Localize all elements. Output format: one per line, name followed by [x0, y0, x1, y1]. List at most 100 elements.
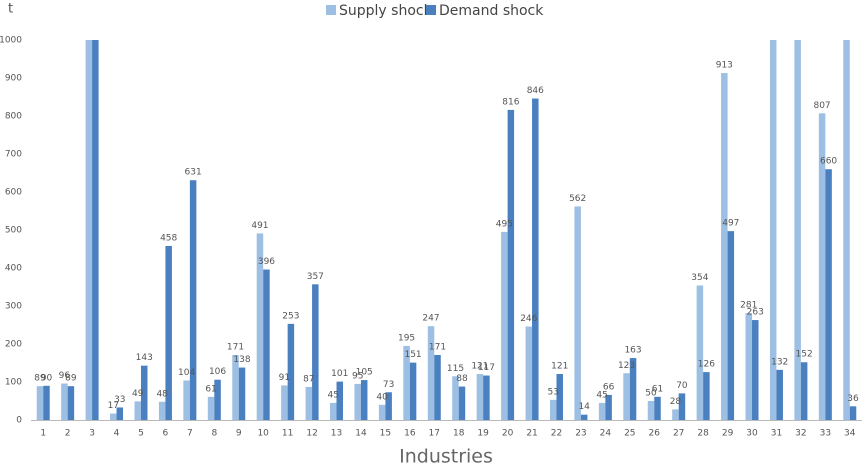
value-label: 66	[603, 382, 615, 392]
value-label: 631	[185, 168, 202, 178]
bar	[256, 233, 264, 420]
bar	[36, 386, 44, 420]
value-label: 88	[456, 374, 468, 384]
y-tick-label: 300	[5, 302, 22, 312]
bar	[116, 407, 124, 420]
bar	[647, 401, 655, 420]
bar	[727, 231, 735, 420]
value-label: 115	[447, 364, 464, 374]
bar	[232, 355, 239, 420]
value-label: 458	[160, 233, 177, 243]
x-tick-label: 2	[65, 429, 71, 439]
x-tick-label: 30	[746, 429, 758, 439]
bar	[305, 386, 313, 420]
value-label: 61	[652, 384, 663, 394]
value-label: 73	[383, 380, 394, 390]
value-label: 96	[59, 371, 71, 381]
x-tick-label: 12	[306, 429, 317, 439]
bar	[556, 374, 563, 420]
value-label: 123	[618, 361, 635, 371]
value-label: 396	[258, 257, 275, 267]
value-label: 87	[303, 374, 314, 384]
bar	[629, 358, 637, 420]
value-label: 263	[747, 308, 764, 318]
x-tick-label: 16	[404, 429, 416, 439]
x-tick-label: 27	[673, 429, 684, 439]
x-tick-label: 14	[355, 429, 367, 439]
value-label: 61	[205, 384, 216, 394]
x-tick-label: 29	[722, 429, 734, 439]
x-tick-label: 25	[624, 429, 635, 439]
value-label: 247	[422, 314, 439, 324]
value-label: 90	[41, 373, 53, 383]
bar	[794, 40, 801, 420]
value-label: 17	[108, 401, 119, 411]
y-unit: t	[8, 2, 13, 17]
value-label: 53	[548, 387, 559, 397]
value-label: 121	[471, 362, 488, 372]
bar	[574, 206, 581, 420]
bar	[745, 313, 753, 420]
value-label: 117	[478, 363, 495, 373]
x-tick-label: 3	[89, 429, 95, 439]
bar	[654, 396, 661, 420]
value-label: 171	[429, 343, 446, 353]
bar	[43, 385, 50, 420]
value-label: 152	[796, 350, 813, 360]
x-tick-label: 5	[138, 429, 144, 439]
bar	[696, 285, 704, 420]
bar	[165, 245, 172, 420]
value-label: 138	[233, 355, 250, 365]
bar	[354, 383, 361, 420]
value-label: 253	[282, 311, 299, 321]
bar	[452, 376, 459, 420]
value-label: 846	[527, 86, 544, 96]
value-label: 28	[670, 397, 682, 407]
value-label: 89	[34, 374, 46, 384]
bar	[330, 402, 337, 420]
value-label: 91	[279, 373, 290, 383]
legend-label: Supply shock	[339, 3, 433, 19]
y-tick-label: 500	[5, 226, 22, 236]
bar	[598, 402, 606, 420]
x-tick-label: 23	[575, 429, 586, 439]
value-label: 14	[578, 402, 590, 412]
x-tick-label: 10	[257, 429, 269, 439]
bar	[800, 362, 808, 420]
value-label: 121	[551, 362, 568, 372]
bars	[36, 40, 857, 421]
y-tick-label: 100	[5, 378, 22, 388]
value-label: 89	[65, 374, 77, 384]
bar	[434, 355, 441, 420]
value-label: 132	[771, 357, 788, 367]
value-label: 171	[227, 343, 244, 353]
value-label: 45	[328, 390, 339, 400]
bar	[507, 109, 515, 421]
bar	[134, 401, 141, 420]
x-tick-label: 4	[114, 429, 120, 439]
bar	[532, 98, 539, 421]
x-tick-label: 1	[40, 429, 46, 439]
bar	[110, 413, 117, 420]
x-tick-label: 21	[526, 429, 537, 439]
bar	[605, 394, 612, 420]
value-label: 101	[331, 369, 348, 379]
value-label: 807	[813, 101, 830, 111]
x-tick-label: 15	[380, 429, 391, 439]
value-label: 106	[209, 367, 226, 377]
bar	[403, 345, 410, 420]
x-tick-label: 28	[697, 429, 709, 439]
value-label: 50	[645, 389, 657, 399]
bar	[769, 40, 777, 420]
bar	[672, 409, 679, 420]
x-tick-label: 32	[795, 429, 806, 439]
value-label: 246	[520, 314, 537, 324]
bar	[140, 365, 148, 420]
value-label: 104	[178, 368, 195, 378]
bar	[849, 406, 857, 420]
bar	[580, 414, 588, 420]
y-tick-label: 900	[5, 74, 22, 84]
value-label: 913	[716, 61, 733, 71]
bar	[360, 380, 368, 420]
